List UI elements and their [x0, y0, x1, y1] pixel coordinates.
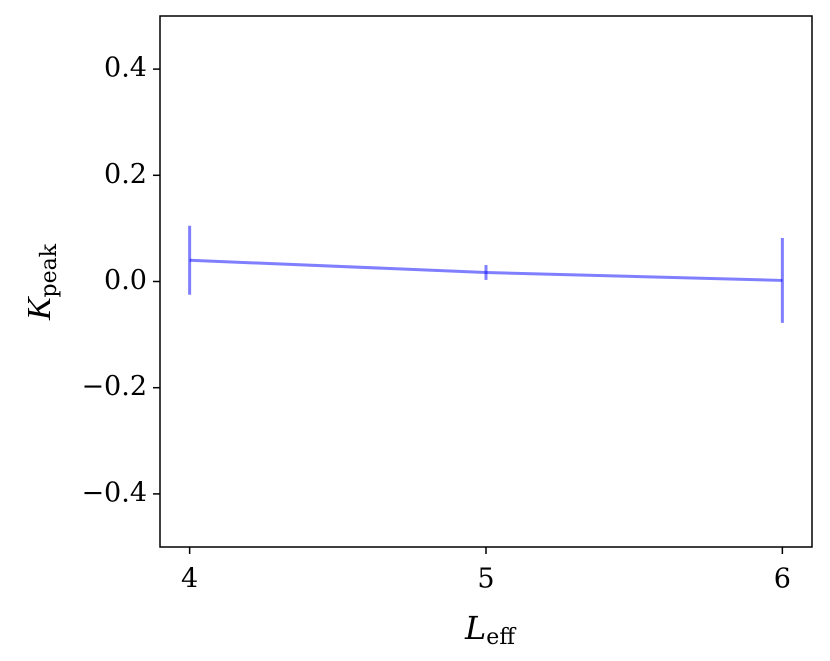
x-tick-label: 6	[774, 564, 791, 595]
y-label-sub: peak	[37, 243, 62, 297]
y-axis-label: Kpeak	[21, 243, 62, 321]
y-tick-label: 0.2	[104, 159, 147, 190]
y-tick-label: −0.2	[81, 371, 147, 402]
y-tick-label: 0.0	[104, 265, 147, 296]
y-label-main: K	[21, 295, 58, 321]
x-tick-label: 4	[181, 564, 198, 595]
x-tick-label: 5	[477, 564, 494, 595]
x-label-sub: eff	[486, 625, 516, 650]
x-axis-label: Leff	[464, 609, 516, 651]
x-label-main: L	[464, 609, 486, 647]
y-tick-label: −0.4	[81, 477, 147, 508]
y-tick-label: 0.4	[104, 53, 147, 84]
plot-frame	[159, 15, 813, 548]
